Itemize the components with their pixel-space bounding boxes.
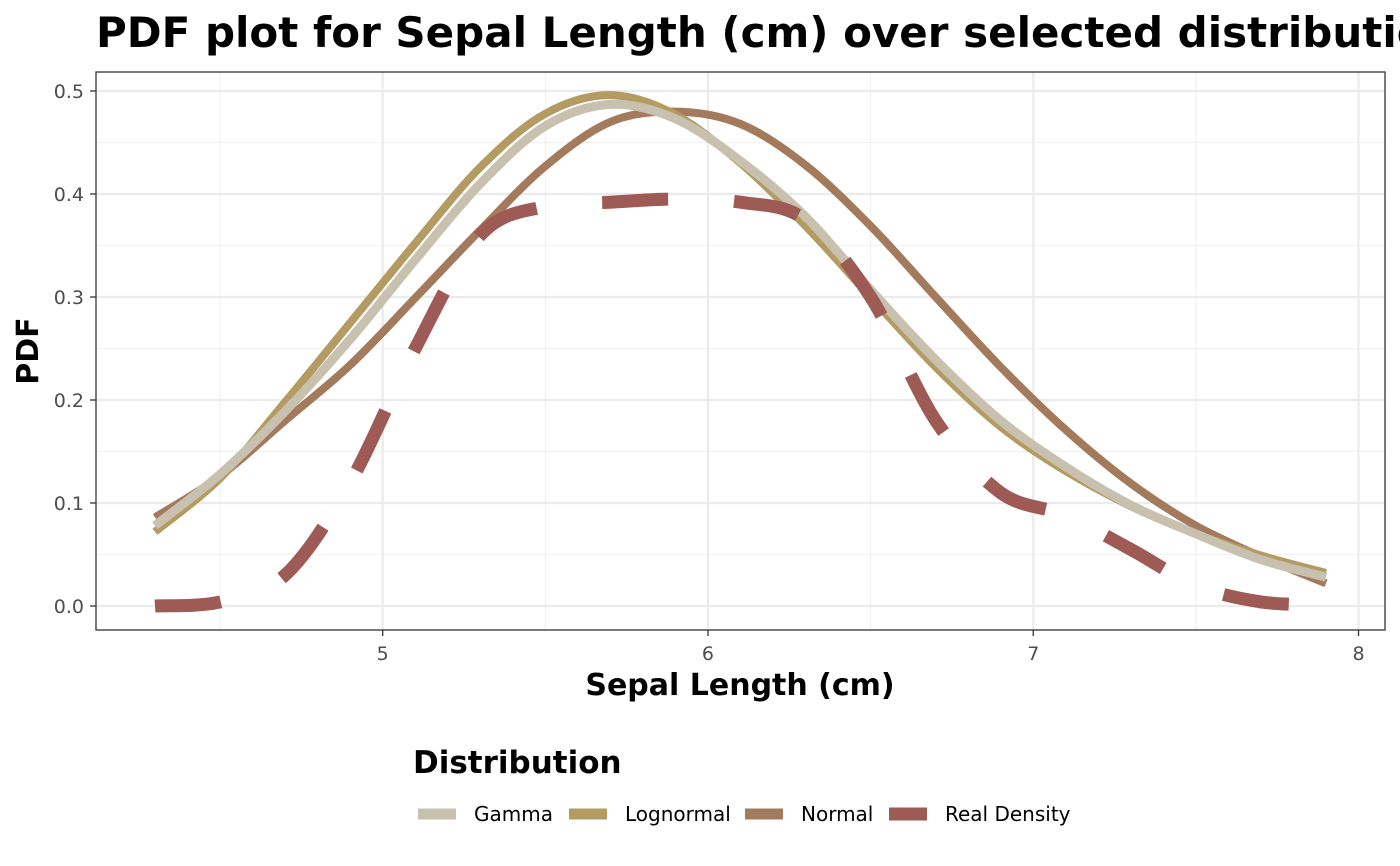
x-axis: 5 6 7 8 [377,630,1365,665]
y-tick-label: 0.4 [54,184,84,206]
legend-title: Distribution [413,745,622,781]
y-tick-label: 0.0 [54,596,84,618]
y-tick-label: 0.5 [54,81,84,103]
plot-panel [95,71,1386,631]
legend: Distribution Gamma Lognormal Normal Real De… [413,745,1071,826]
series-line-normal [152,107,1328,588]
y-tick-label: 0.1 [54,493,84,515]
y-tick-label: 0.3 [54,287,84,309]
chart-title: PDF plot for Sepal Length (cm) over sele… [96,8,1400,57]
legend-label-real-density: Real Density [945,802,1071,826]
legend-label-normal: Normal [801,802,873,826]
series-line-real-density [154,192,1327,613]
plot-border [95,71,1386,631]
legend-label-gamma: Gamma [474,802,553,826]
x-tick-label: 8 [1352,643,1364,665]
legend-label-lognormal: Lognormal [625,802,731,826]
series-line-gamma [152,99,1328,582]
x-axis-title: Sepal Length (cm) [585,668,894,703]
x-tick-label: 5 [377,643,389,665]
y-tick-label: 0.2 [54,390,84,412]
legend-items: Gamma Lognormal Normal Real Density [418,802,1071,826]
y-axis-title: PDF [11,317,46,384]
series-lines [152,91,1328,613]
x-tick-label: 6 [702,643,714,665]
y-axis: 0.0 0.1 0.2 0.3 0.4 0.5 [54,81,96,618]
x-tick-label: 7 [1027,643,1039,665]
grid-lines [96,72,1385,630]
